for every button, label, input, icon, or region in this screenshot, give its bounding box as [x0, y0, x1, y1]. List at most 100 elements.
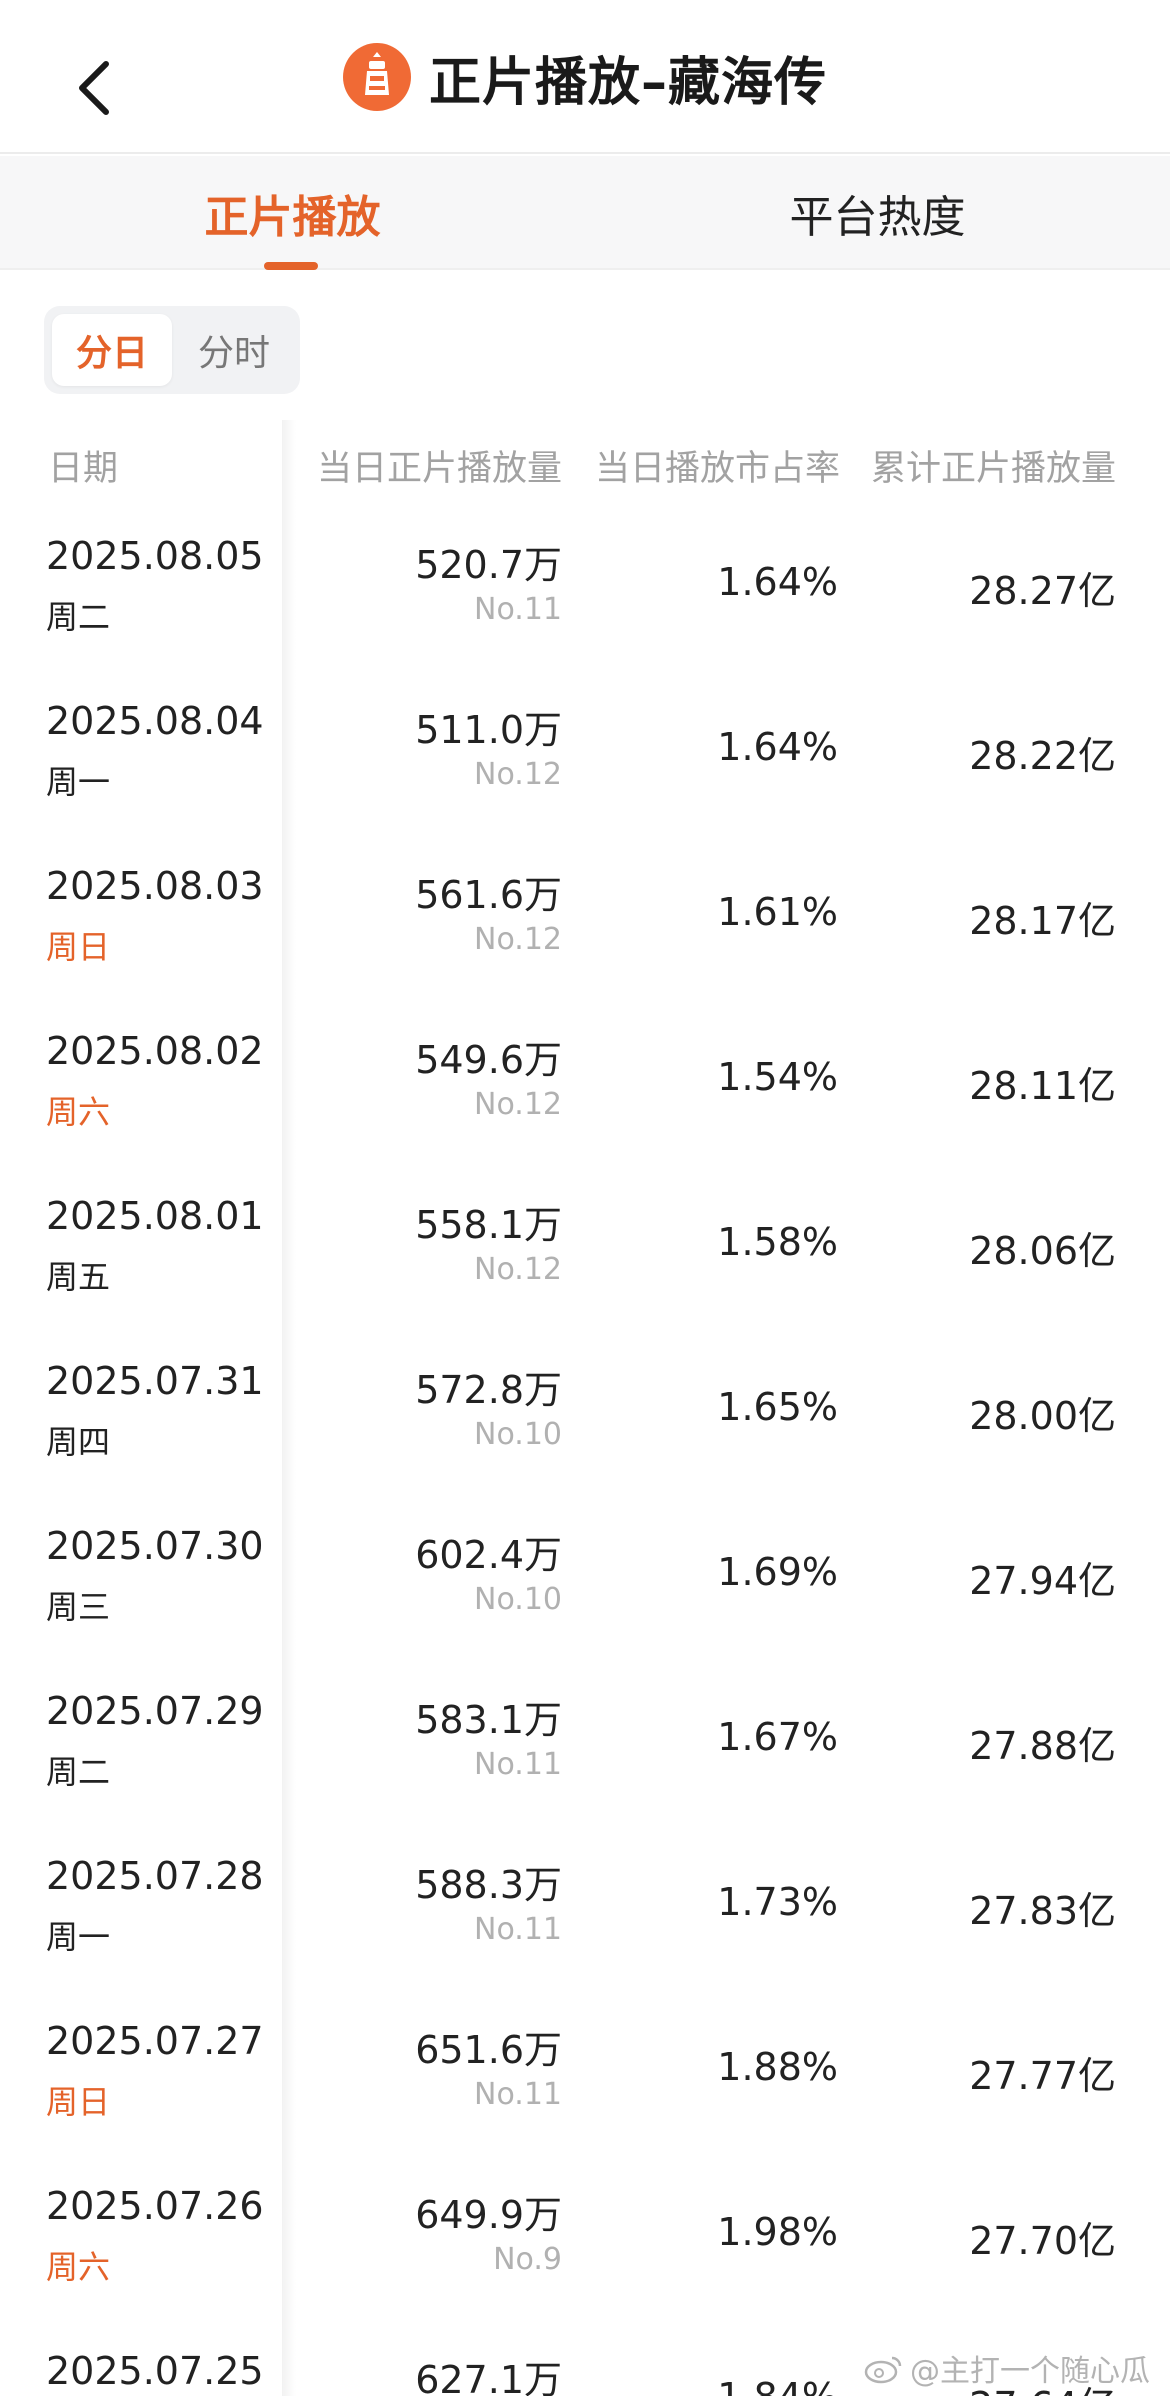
row-daily-plays: 651.6万 [415, 2028, 562, 2072]
row-daily-plays: 561.6万 [415, 873, 562, 917]
row-date: 2025.07.30 [46, 1524, 264, 1568]
tab-bar: 正片播放 平台热度 [0, 156, 1170, 270]
row-weekday: 周日 [46, 2083, 111, 2121]
tab-episode-plays[interactable]: 正片播放 [204, 192, 381, 243]
row-weekday: 周一 [46, 1918, 111, 1956]
table-row[interactable]: 2025.08.05 周二 520.7万 No.11 1.64% 28.27亿 [0, 510, 1170, 675]
row-market-share: 1.64% [717, 725, 838, 769]
row-weekday: 周六 [46, 1093, 111, 1131]
row-rank: No.9 [493, 2242, 562, 2277]
row-date: 2025.08.02 [46, 1029, 264, 1073]
row-daily-plays: 511.0万 [415, 708, 562, 752]
row-market-share: 1.64% [717, 560, 838, 604]
row-cumulative-plays: 27.64亿 [969, 2375, 1116, 2396]
row-cumulative-plays: 27.83亿 [969, 1889, 1116, 1933]
column-header-cumulative-plays: 累计正片播放量 [870, 449, 1116, 489]
table-row[interactable]: 2025.08.02 周六 549.6万 No.12 1.54% 28.11亿 [0, 1005, 1170, 1170]
sticky-column-shadow [282, 420, 296, 2396]
row-weekday: 周五 [46, 1258, 111, 1296]
row-weekday: 周日 [46, 928, 111, 966]
table-row[interactable]: 2025.07.29 周二 583.1万 No.11 1.67% 27.88亿 [0, 1665, 1170, 1830]
table-row[interactable]: 2025.08.01 周五 558.1万 No.12 1.58% 28.06亿 [0, 1170, 1170, 1335]
row-weekday: 周六 [46, 2248, 111, 2286]
chevron-left-icon[interactable] [72, 58, 116, 118]
watermark: @主打一个随心瓜 [864, 2346, 1150, 2390]
row-weekday: 周三 [46, 1588, 111, 1626]
lighthouse-logo-icon [342, 43, 411, 111]
row-rank: No.12 [474, 1087, 562, 1122]
row-market-share: 1.88% [717, 2045, 838, 2089]
table-row[interactable]: 2025.08.03 周日 561.6万 No.12 1.61% 28.17亿 [0, 840, 1170, 1005]
row-date: 2025.08.05 [46, 534, 264, 578]
row-weekday: 周四 [46, 1423, 111, 1461]
row-market-share: 1.67% [717, 1715, 838, 1759]
row-weekday: 周二 [46, 1753, 111, 1791]
table-row[interactable]: 2025.07.31 周四 572.8万 No.10 1.65% 28.00亿 [0, 1335, 1170, 1500]
row-daily-plays: 583.1万 [415, 1698, 562, 1742]
watermark-text: @主打一个随心瓜 [910, 2354, 1150, 2389]
row-market-share: 1.73% [717, 1880, 838, 1924]
column-header-date: 日期 [48, 449, 119, 489]
row-cumulative-plays: 28.22亿 [969, 734, 1116, 778]
data-table: 2025.08.05 周二 520.7万 No.11 1.64% 28.27亿 2025.0… [0, 510, 1170, 2396]
row-rank: No.12 [474, 757, 562, 792]
table-row[interactable]: 2025.08.04 周一 511.0万 No.12 1.64% 28.22亿 [0, 675, 1170, 840]
row-daily-plays: 649.9万 [415, 2193, 562, 2237]
row-daily-plays: 572.8万 [415, 1368, 562, 1412]
row-cumulative-plays: 27.77亿 [969, 2054, 1116, 2098]
row-rank: No.10 [474, 1582, 562, 1617]
active-tab-indicator [264, 262, 318, 270]
row-daily-plays: 558.1万 [415, 1203, 562, 1247]
row-rank: No.12 [474, 1252, 562, 1287]
row-daily-plays: 602.4万 [415, 1533, 562, 1577]
row-date: 2025.08.01 [46, 1194, 264, 1238]
row-cumulative-plays: 27.88亿 [969, 1724, 1116, 1768]
row-rank: No.11 [474, 1912, 562, 1947]
row-cumulative-plays: 28.06亿 [969, 1229, 1116, 1273]
row-daily-plays: 520.7万 [415, 543, 562, 587]
row-daily-plays: 627.1万 [415, 2358, 562, 2396]
row-rank: No.10 [474, 1417, 562, 1452]
row-date: 2025.07.27 [46, 2019, 264, 2063]
row-cumulative-plays: 28.17亿 [969, 899, 1116, 943]
row-rank: No.11 [474, 2077, 562, 2112]
table-row[interactable]: 2025.07.28 周一 588.3万 No.11 1.73% 27.83亿 [0, 1830, 1170, 1995]
table-row[interactable]: 2025.07.30 周三 602.4万 No.10 1.69% 27.94亿 [0, 1500, 1170, 1665]
row-date: 2025.07.25 [46, 2349, 264, 2393]
page-title: 正片播放–藏海传 [428, 52, 827, 113]
top-bar: 正片播放–藏海传 [0, 0, 1170, 154]
tab-platform-heat[interactable]: 平台热度 [789, 192, 966, 243]
row-daily-plays: 549.6万 [415, 1038, 562, 1082]
row-cumulative-plays: 28.00亿 [969, 1394, 1116, 1438]
row-market-share: 1.58% [717, 1220, 838, 1264]
row-rank: No.11 [474, 1747, 562, 1782]
row-weekday: 周二 [46, 598, 111, 636]
hourly-toggle-button[interactable]: 分时 [197, 333, 270, 374]
row-market-share: 1.54% [717, 1055, 838, 1099]
row-cumulative-plays: 27.70亿 [969, 2219, 1116, 2263]
row-date: 2025.08.03 [46, 864, 264, 908]
table-row[interactable]: 2025.07.25 627.1万 1.84% 27.64亿 [0, 2325, 1170, 2396]
title-wrap: 正片播放–藏海传 [0, 0, 1170, 154]
row-daily-plays: 588.3万 [415, 1863, 562, 1907]
table-row[interactable]: 2025.07.27 周日 651.6万 No.11 1.88% 27.77亿 [0, 1995, 1170, 2160]
row-rank: No.12 [474, 922, 562, 957]
weibo-icon [864, 2356, 902, 2384]
row-market-share: 1.84% [717, 2375, 838, 2396]
row-cumulative-plays: 28.11亿 [969, 1064, 1116, 1108]
row-date: 2025.07.31 [46, 1359, 264, 1403]
row-market-share: 1.61% [717, 890, 838, 934]
row-date: 2025.07.29 [46, 1689, 264, 1733]
daily-toggle-button[interactable]: 分日 [52, 314, 172, 386]
column-header-market-share: 当日播放市占率 [594, 449, 840, 489]
row-rank: No.11 [474, 592, 562, 627]
column-header-daily-plays: 当日正片播放量 [316, 449, 562, 489]
row-cumulative-plays: 28.27亿 [969, 569, 1116, 613]
granularity-toggle: 分日 分时 [44, 306, 300, 394]
row-weekday: 周一 [46, 763, 111, 801]
row-date: 2025.08.04 [46, 699, 264, 743]
row-market-share: 1.65% [717, 1385, 838, 1429]
table-row[interactable]: 2025.07.26 周六 649.9万 No.9 1.98% 27.70亿 [0, 2160, 1170, 2325]
row-market-share: 1.98% [717, 2210, 838, 2254]
row-date: 2025.07.26 [46, 2184, 264, 2228]
